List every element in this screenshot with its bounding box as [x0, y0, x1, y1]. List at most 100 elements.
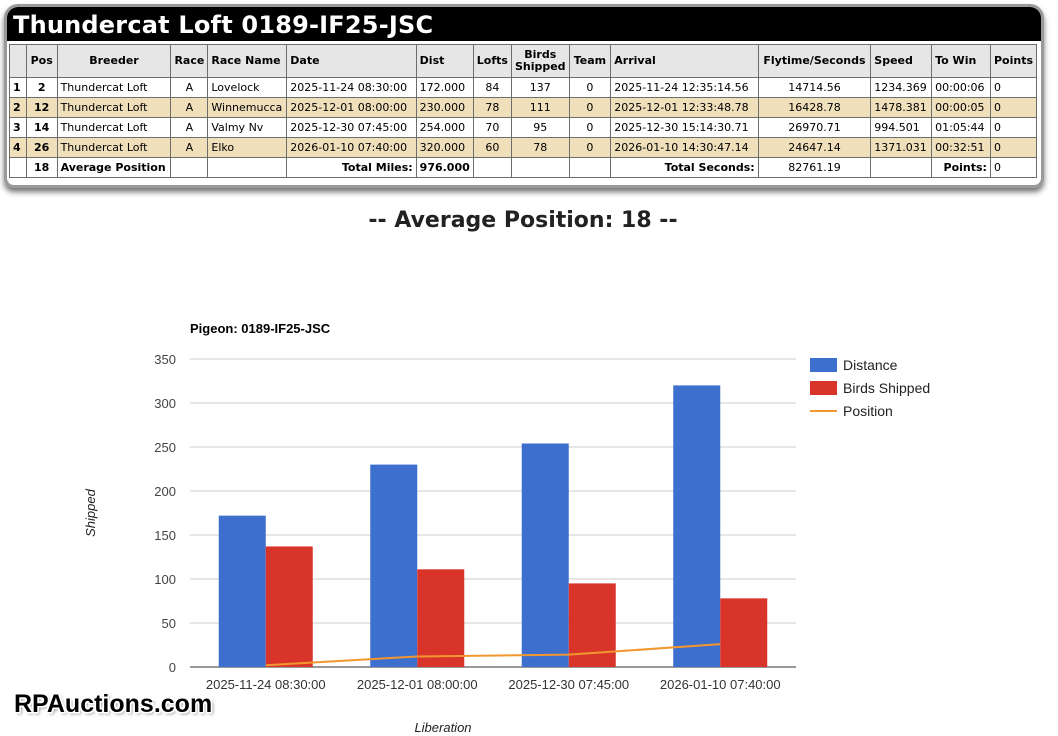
table-row: 4 26 Thundercat Loft A Elko 2026-01-10 07:40:…: [9, 137, 1038, 158]
y-tick-label: 50: [162, 616, 176, 631]
row-breeder: Thundercat Loft: [56, 77, 172, 98]
legend-label: Position: [843, 403, 893, 419]
bar-birds-shipped: [720, 598, 768, 667]
row-team: 0: [568, 137, 612, 158]
row-pos: 12: [25, 97, 58, 118]
col-index: [9, 44, 27, 78]
col-breeder: Breeder: [56, 44, 172, 78]
col-team: Team: [568, 44, 612, 78]
pigeon-chart: 0 50 100 150 200 250 300 350 Pigeon: 0189-IF25-J…: [83, 321, 930, 735]
col-flytime: Flytime/Seconds: [757, 44, 872, 78]
row-lofts: 84: [472, 77, 512, 98]
bar-distance: [673, 385, 721, 667]
row-arrival: 2026-01-10 14:30:47.14: [610, 137, 759, 158]
row-breeder: Thundercat Loft: [56, 97, 172, 118]
y-tick-label: 200: [154, 484, 176, 499]
line-position: [265, 643, 721, 667]
row-lofts: 78: [472, 97, 512, 118]
row-flytime: 24647.14: [757, 137, 872, 158]
average-position-heading: -- Average Position: 18 --: [368, 208, 678, 233]
row-pos: 2: [25, 77, 58, 98]
bar-birds-shipped: [265, 546, 313, 667]
bar-distance: [218, 515, 266, 667]
row-arrival: 2025-11-24 12:35:14.56: [610, 77, 759, 98]
row-race: A: [170, 77, 209, 98]
row-speed: 994.501: [870, 117, 933, 138]
row-breeder: Thundercat Loft: [56, 117, 172, 138]
row-to-win: 00:00:06: [931, 77, 991, 98]
row-date: 2026-01-10 07:40:00: [286, 137, 417, 158]
row-arrival: 2025-12-30 15:14:30.71: [610, 117, 759, 138]
x-tick-label: 2025-12-01 08:00:00: [357, 677, 478, 692]
col-birds-shipped: Birds Shipped: [510, 44, 570, 78]
points-value: 0: [989, 157, 1038, 178]
row-to-win: 01:05:44: [931, 117, 991, 138]
row-flytime: 16428.78: [757, 97, 872, 118]
table-row: 2 12 Thundercat Loft A Winnemucca 2025-12-01 …: [9, 97, 1038, 118]
y-tick-label: 100: [154, 572, 176, 587]
row-race: A: [170, 97, 209, 118]
row-date: 2025-12-01 08:00:00: [286, 97, 417, 118]
row-team: 0: [568, 117, 612, 138]
row-lofts: 60: [472, 137, 512, 158]
points-label: Points:: [931, 157, 991, 178]
page-title: Thundercat Loft 0189-IF25-JSC: [7, 7, 1041, 41]
col-pos: Pos: [25, 44, 58, 78]
row-to-win: 00:32:51: [931, 137, 991, 158]
y-tick-label: 150: [154, 528, 176, 543]
x-axis-title: Liberation: [414, 720, 471, 735]
legend-swatch: [810, 381, 837, 395]
col-arrival: Arrival: [610, 44, 759, 78]
row-race-name: Valmy Nv: [207, 117, 288, 138]
x-tick-label: 2026-01-10 07:40:00: [660, 677, 781, 692]
total-miles-label: Total Miles:: [286, 157, 417, 178]
col-race-name: Race Name: [207, 44, 288, 78]
col-to-win: To Win: [931, 44, 991, 78]
row-race-name: Elko: [207, 137, 288, 158]
row-team: 0: [568, 77, 612, 98]
row-arrival: 2025-12-01 12:33:48.78: [610, 97, 759, 118]
bar-distance: [370, 464, 418, 667]
y-tick-label: 0: [169, 660, 176, 675]
row-speed: 1478.381: [870, 97, 933, 118]
row-date: 2025-11-24 08:30:00: [286, 77, 417, 98]
row-speed: 1371.031: [870, 137, 933, 158]
row-birds-shipped: 137: [510, 77, 570, 98]
col-race: Race: [170, 44, 209, 78]
row-points: 0: [989, 97, 1038, 118]
row-dist: 230.000: [415, 97, 474, 118]
average-position-value: 18: [25, 157, 58, 178]
bar-birds-shipped: [417, 569, 465, 667]
table-header-row: Pos Breeder Race Race Name Date Dist Lof…: [9, 44, 1038, 78]
brand-watermark: RPAuctions.com: [14, 690, 213, 718]
total-miles-value: 976.000: [415, 157, 474, 178]
chart-title: Pigeon: 0189-IF25-JSC: [190, 321, 331, 336]
table-row: 3 14 Thundercat Loft A Valmy Nv 2025-12-30 07…: [9, 117, 1038, 138]
row-points: 0: [989, 137, 1038, 158]
legend-swatch: [810, 358, 837, 372]
results-panel: Thundercat Loft 0189-IF25-JSC Pos Breede…: [4, 4, 1044, 188]
row-index: 4: [9, 137, 27, 158]
legend-label: Distance: [843, 357, 898, 373]
row-date: 2025-12-30 07:45:00: [286, 117, 417, 138]
row-lofts: 70: [472, 117, 512, 138]
row-birds-shipped: 95: [510, 117, 570, 138]
col-lofts: Lofts: [472, 44, 512, 78]
x-tick-label: 2025-12-30 07:45:00: [508, 677, 629, 692]
row-race-name: Winnemucca: [207, 97, 288, 118]
row-breeder: Thundercat Loft: [56, 137, 172, 158]
row-points: 0: [989, 117, 1038, 138]
row-pos: 14: [25, 117, 58, 138]
x-tick-label: 2025-11-24 08:30:00: [206, 677, 326, 692]
col-points: Points: [989, 44, 1038, 78]
results-table: Pos Breeder Race Race Name Date Dist Lof…: [9, 44, 1038, 178]
legend-label: Birds Shipped: [843, 380, 930, 396]
summary-row: 18 Average Position Total Miles: 976.000…: [9, 157, 1038, 178]
row-team: 0: [568, 97, 612, 118]
row-flytime: 26970.71: [757, 117, 872, 138]
y-tick-label: 350: [154, 352, 176, 367]
row-birds-shipped: 111: [510, 97, 570, 118]
row-index: 3: [9, 117, 27, 138]
row-index: 1: [9, 77, 27, 98]
row-dist: 254.000: [415, 117, 474, 138]
